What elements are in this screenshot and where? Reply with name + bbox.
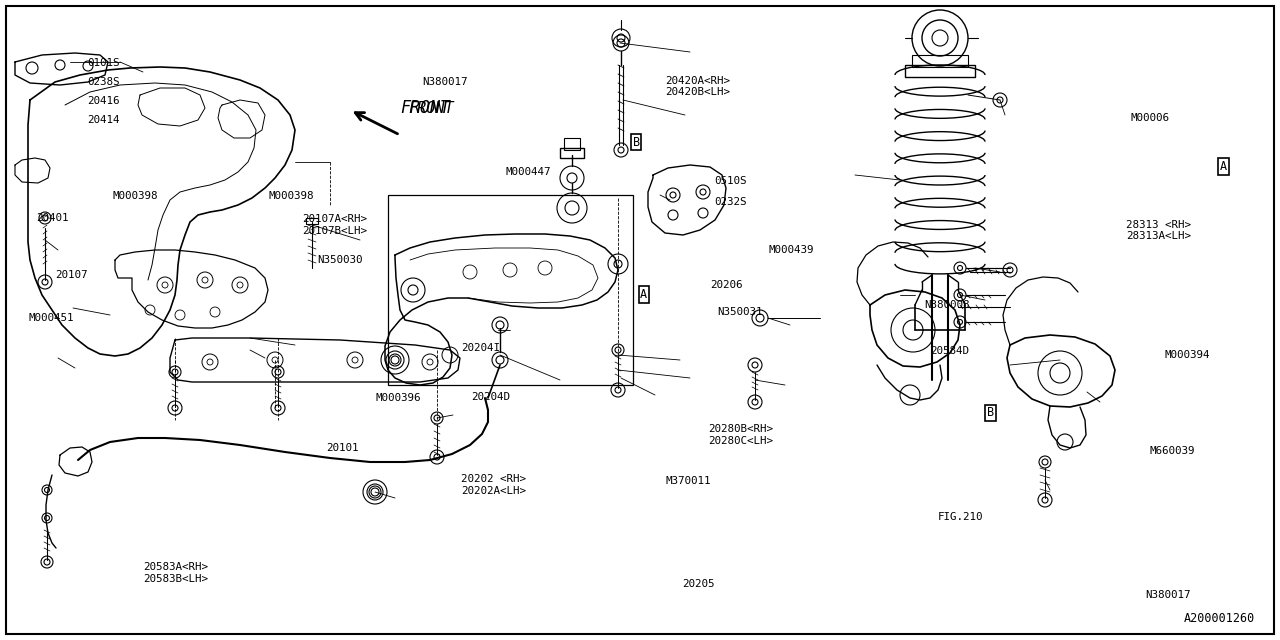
Text: 20205: 20205 xyxy=(682,579,714,589)
Text: M00006: M00006 xyxy=(1130,113,1169,124)
Text: A: A xyxy=(1220,160,1228,173)
Text: 0101S: 0101S xyxy=(87,58,119,68)
Text: M000398: M000398 xyxy=(269,191,315,202)
Text: 0510S: 0510S xyxy=(714,176,746,186)
Text: 20101: 20101 xyxy=(326,443,358,453)
Text: M000447: M000447 xyxy=(506,166,552,177)
Text: 20107A<RH>
20107B<LH>: 20107A<RH> 20107B<LH> xyxy=(302,214,367,236)
Text: 20583A<RH>
20583B<LH>: 20583A<RH> 20583B<LH> xyxy=(143,562,209,584)
Bar xyxy=(306,218,317,224)
Text: FIG.210: FIG.210 xyxy=(938,512,984,522)
Text: M000451: M000451 xyxy=(28,313,74,323)
Text: 20280B<RH>
20280C<LH>: 20280B<RH> 20280C<LH> xyxy=(708,424,773,446)
Text: B: B xyxy=(632,136,640,148)
Text: 20416: 20416 xyxy=(87,96,119,106)
Text: N380008: N380008 xyxy=(924,300,970,310)
Text: 20420A<RH>
20420B<LH>: 20420A<RH> 20420B<LH> xyxy=(666,76,731,97)
Text: A200001260: A200001260 xyxy=(1184,611,1254,625)
Bar xyxy=(564,138,580,150)
Text: 0238S: 0238S xyxy=(87,77,119,87)
Bar xyxy=(561,148,584,158)
Bar xyxy=(905,65,975,77)
Text: N380017: N380017 xyxy=(1146,590,1192,600)
Text: B: B xyxy=(987,406,995,419)
Text: M660039: M660039 xyxy=(1149,446,1196,456)
Bar xyxy=(388,195,634,385)
Text: M370011: M370011 xyxy=(666,476,712,486)
Bar xyxy=(913,55,968,67)
Text: 20206: 20206 xyxy=(710,280,742,290)
Text: FRONT: FRONT xyxy=(408,100,453,115)
Text: N380017: N380017 xyxy=(422,77,468,87)
Text: M000396: M000396 xyxy=(375,393,421,403)
Text: A: A xyxy=(640,288,648,301)
Text: M000439: M000439 xyxy=(768,244,814,255)
Text: 20202 <RH>
20202A<LH>: 20202 <RH> 20202A<LH> xyxy=(461,474,526,496)
Text: 20584D: 20584D xyxy=(931,346,969,356)
Text: FRONT: FRONT xyxy=(401,99,451,117)
Text: M000398: M000398 xyxy=(113,191,159,202)
Text: 20107: 20107 xyxy=(55,270,87,280)
Text: N350030: N350030 xyxy=(317,255,364,265)
Text: N350031: N350031 xyxy=(717,307,763,317)
Text: 20401: 20401 xyxy=(36,212,68,223)
Text: 20204I: 20204I xyxy=(461,342,499,353)
Text: 20414: 20414 xyxy=(87,115,119,125)
Text: M000394: M000394 xyxy=(1165,350,1211,360)
Text: 28313 <RH>
28313A<LH>: 28313 <RH> 28313A<LH> xyxy=(1126,220,1192,241)
Text: 20204D: 20204D xyxy=(471,392,509,402)
Text: 0232S: 0232S xyxy=(714,197,746,207)
